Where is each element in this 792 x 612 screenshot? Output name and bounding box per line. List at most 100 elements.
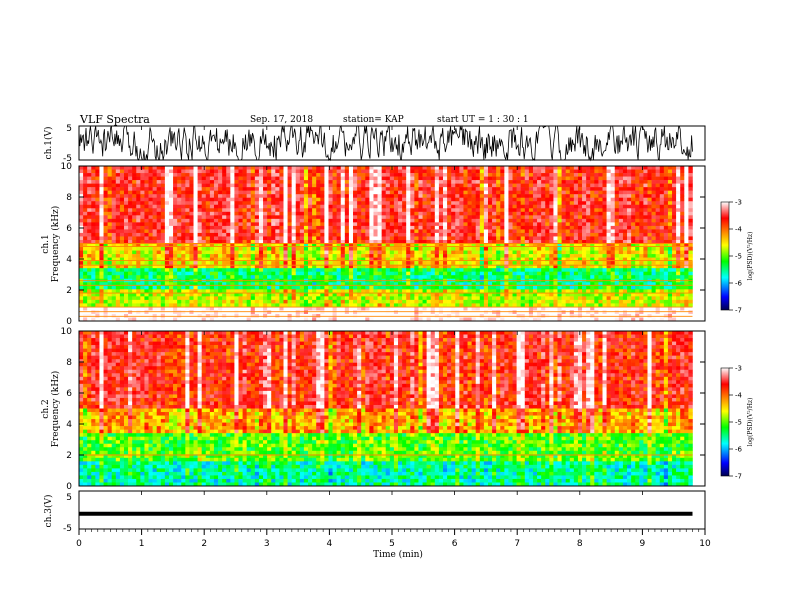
spectrogram-cell — [504, 194, 509, 198]
spectrogram-cell — [369, 239, 374, 244]
spectrogram-cell — [128, 271, 133, 276]
spectrogram-cell — [524, 261, 530, 265]
spectrogram-cell — [479, 264, 485, 269]
spectrogram-cell — [275, 313, 280, 318]
spectrogram-cell — [324, 250, 329, 255]
spectrogram-cell — [353, 313, 358, 318]
spectrogram-cell — [258, 296, 264, 301]
spectrogram-cell — [381, 282, 387, 287]
spectrogram-cell — [324, 243, 329, 248]
spectrogram-cell — [226, 285, 231, 290]
spectrogram-cell — [312, 310, 317, 315]
spectrogram-cell — [299, 197, 305, 202]
spectrogram-cell — [348, 268, 354, 272]
spectrogram-cell — [246, 208, 252, 213]
spectrogram-cell — [213, 303, 219, 308]
spectrogram-cell — [267, 211, 272, 216]
spectrogram-cell — [418, 194, 423, 198]
spectrogram-cell — [528, 173, 534, 177]
spectrogram-cell — [377, 285, 382, 290]
spectrogram-cell — [83, 285, 88, 290]
spectrogram-cell — [496, 187, 501, 191]
spectrogram-cell — [168, 282, 174, 287]
spectrogram-cell — [389, 187, 395, 191]
spectrogram-cell — [209, 268, 215, 272]
spectrogram-cell — [103, 243, 108, 248]
spectrogram-cell — [320, 275, 325, 280]
spectrogram-cell — [246, 204, 252, 209]
spectrogram-cell — [160, 254, 166, 258]
spectrogram-cell — [128, 173, 133, 177]
spectrogram-cell — [443, 250, 448, 255]
spectrogram-cell — [438, 187, 444, 191]
spectrogram-cell — [426, 194, 432, 198]
spectrogram-cell — [181, 166, 186, 170]
spectrogram-cell — [398, 310, 403, 315]
spectrogram-cell — [279, 225, 284, 230]
spectrogram-cell — [402, 229, 407, 234]
spectrogram-cell — [181, 268, 186, 272]
spectrogram-cell — [83, 183, 88, 188]
spectrogram-cell — [463, 292, 468, 297]
spectrogram-cell — [205, 176, 211, 181]
spectrogram-cell — [344, 183, 350, 188]
spectrogram-cell — [344, 236, 350, 241]
spectrogram-cell — [373, 261, 378, 265]
spectrogram-cell — [492, 187, 497, 191]
spectrogram-cell — [234, 250, 239, 255]
spectrogram-cell — [160, 169, 166, 174]
spectrogram-cell — [418, 306, 423, 311]
spectrogram-cell — [107, 201, 113, 206]
spectrogram-cell — [496, 317, 501, 322]
spectrogram-cell — [213, 190, 219, 195]
spectrogram-cell — [87, 303, 92, 308]
spectrogram-cell — [418, 257, 423, 262]
spectrogram-cell — [83, 215, 88, 220]
spectrogram-cell — [492, 310, 497, 315]
spectrogram-cell — [537, 204, 542, 209]
spectrogram-cell — [389, 282, 395, 287]
spectrogram-cell — [353, 299, 358, 304]
spectrogram-cell — [279, 285, 284, 290]
spectrogram-cell — [365, 211, 370, 216]
spectrogram-cell — [512, 169, 517, 174]
spectrogram-cell — [287, 275, 292, 280]
spectrogram-cell — [189, 208, 194, 213]
spectrogram-cell — [189, 194, 194, 198]
spectrogram-cell — [324, 313, 329, 318]
spectrogram-cell — [99, 285, 104, 290]
spectrogram-cell — [430, 289, 436, 294]
spectrogram-cell — [308, 289, 313, 294]
spectrogram-cell — [475, 275, 481, 280]
spectrogram-cell — [168, 299, 174, 304]
spectrogram-cell — [443, 236, 448, 241]
spectrogram-cell — [201, 218, 207, 223]
spectrogram-cell — [79, 282, 84, 287]
spectrogram-cell — [295, 306, 301, 311]
spectrogram-cell — [83, 310, 88, 315]
spectrogram-cell — [487, 194, 493, 198]
spectrogram-cell — [512, 257, 517, 262]
spectrogram-cell — [148, 299, 153, 304]
spectrogram-cell — [189, 264, 194, 269]
spectrogram-cell — [271, 271, 276, 276]
spectrogram-cell — [234, 180, 239, 184]
spectrogram-cell — [508, 187, 513, 191]
spectrogram-cell — [443, 176, 448, 181]
spectrogram-cell — [467, 264, 472, 269]
spectrogram-cell — [455, 187, 460, 191]
spectrogram-cell — [271, 211, 276, 216]
ch1-waveform-line — [78, 124, 693, 162]
spectrogram-cell — [119, 229, 125, 234]
spectrogram-cell — [487, 250, 493, 255]
spectrogram-cell — [185, 317, 190, 322]
spectrogram-cell — [524, 303, 530, 308]
spectrogram-cell — [508, 257, 513, 262]
spectrogram-cell — [275, 215, 280, 220]
spectrogram-cell — [197, 285, 202, 290]
spectrogram-cell — [528, 183, 534, 188]
spectrogram-cell — [271, 218, 276, 223]
spectrogram-cell — [406, 201, 411, 206]
spectrogram-cell — [193, 218, 198, 223]
spectrogram-cell — [467, 310, 472, 315]
